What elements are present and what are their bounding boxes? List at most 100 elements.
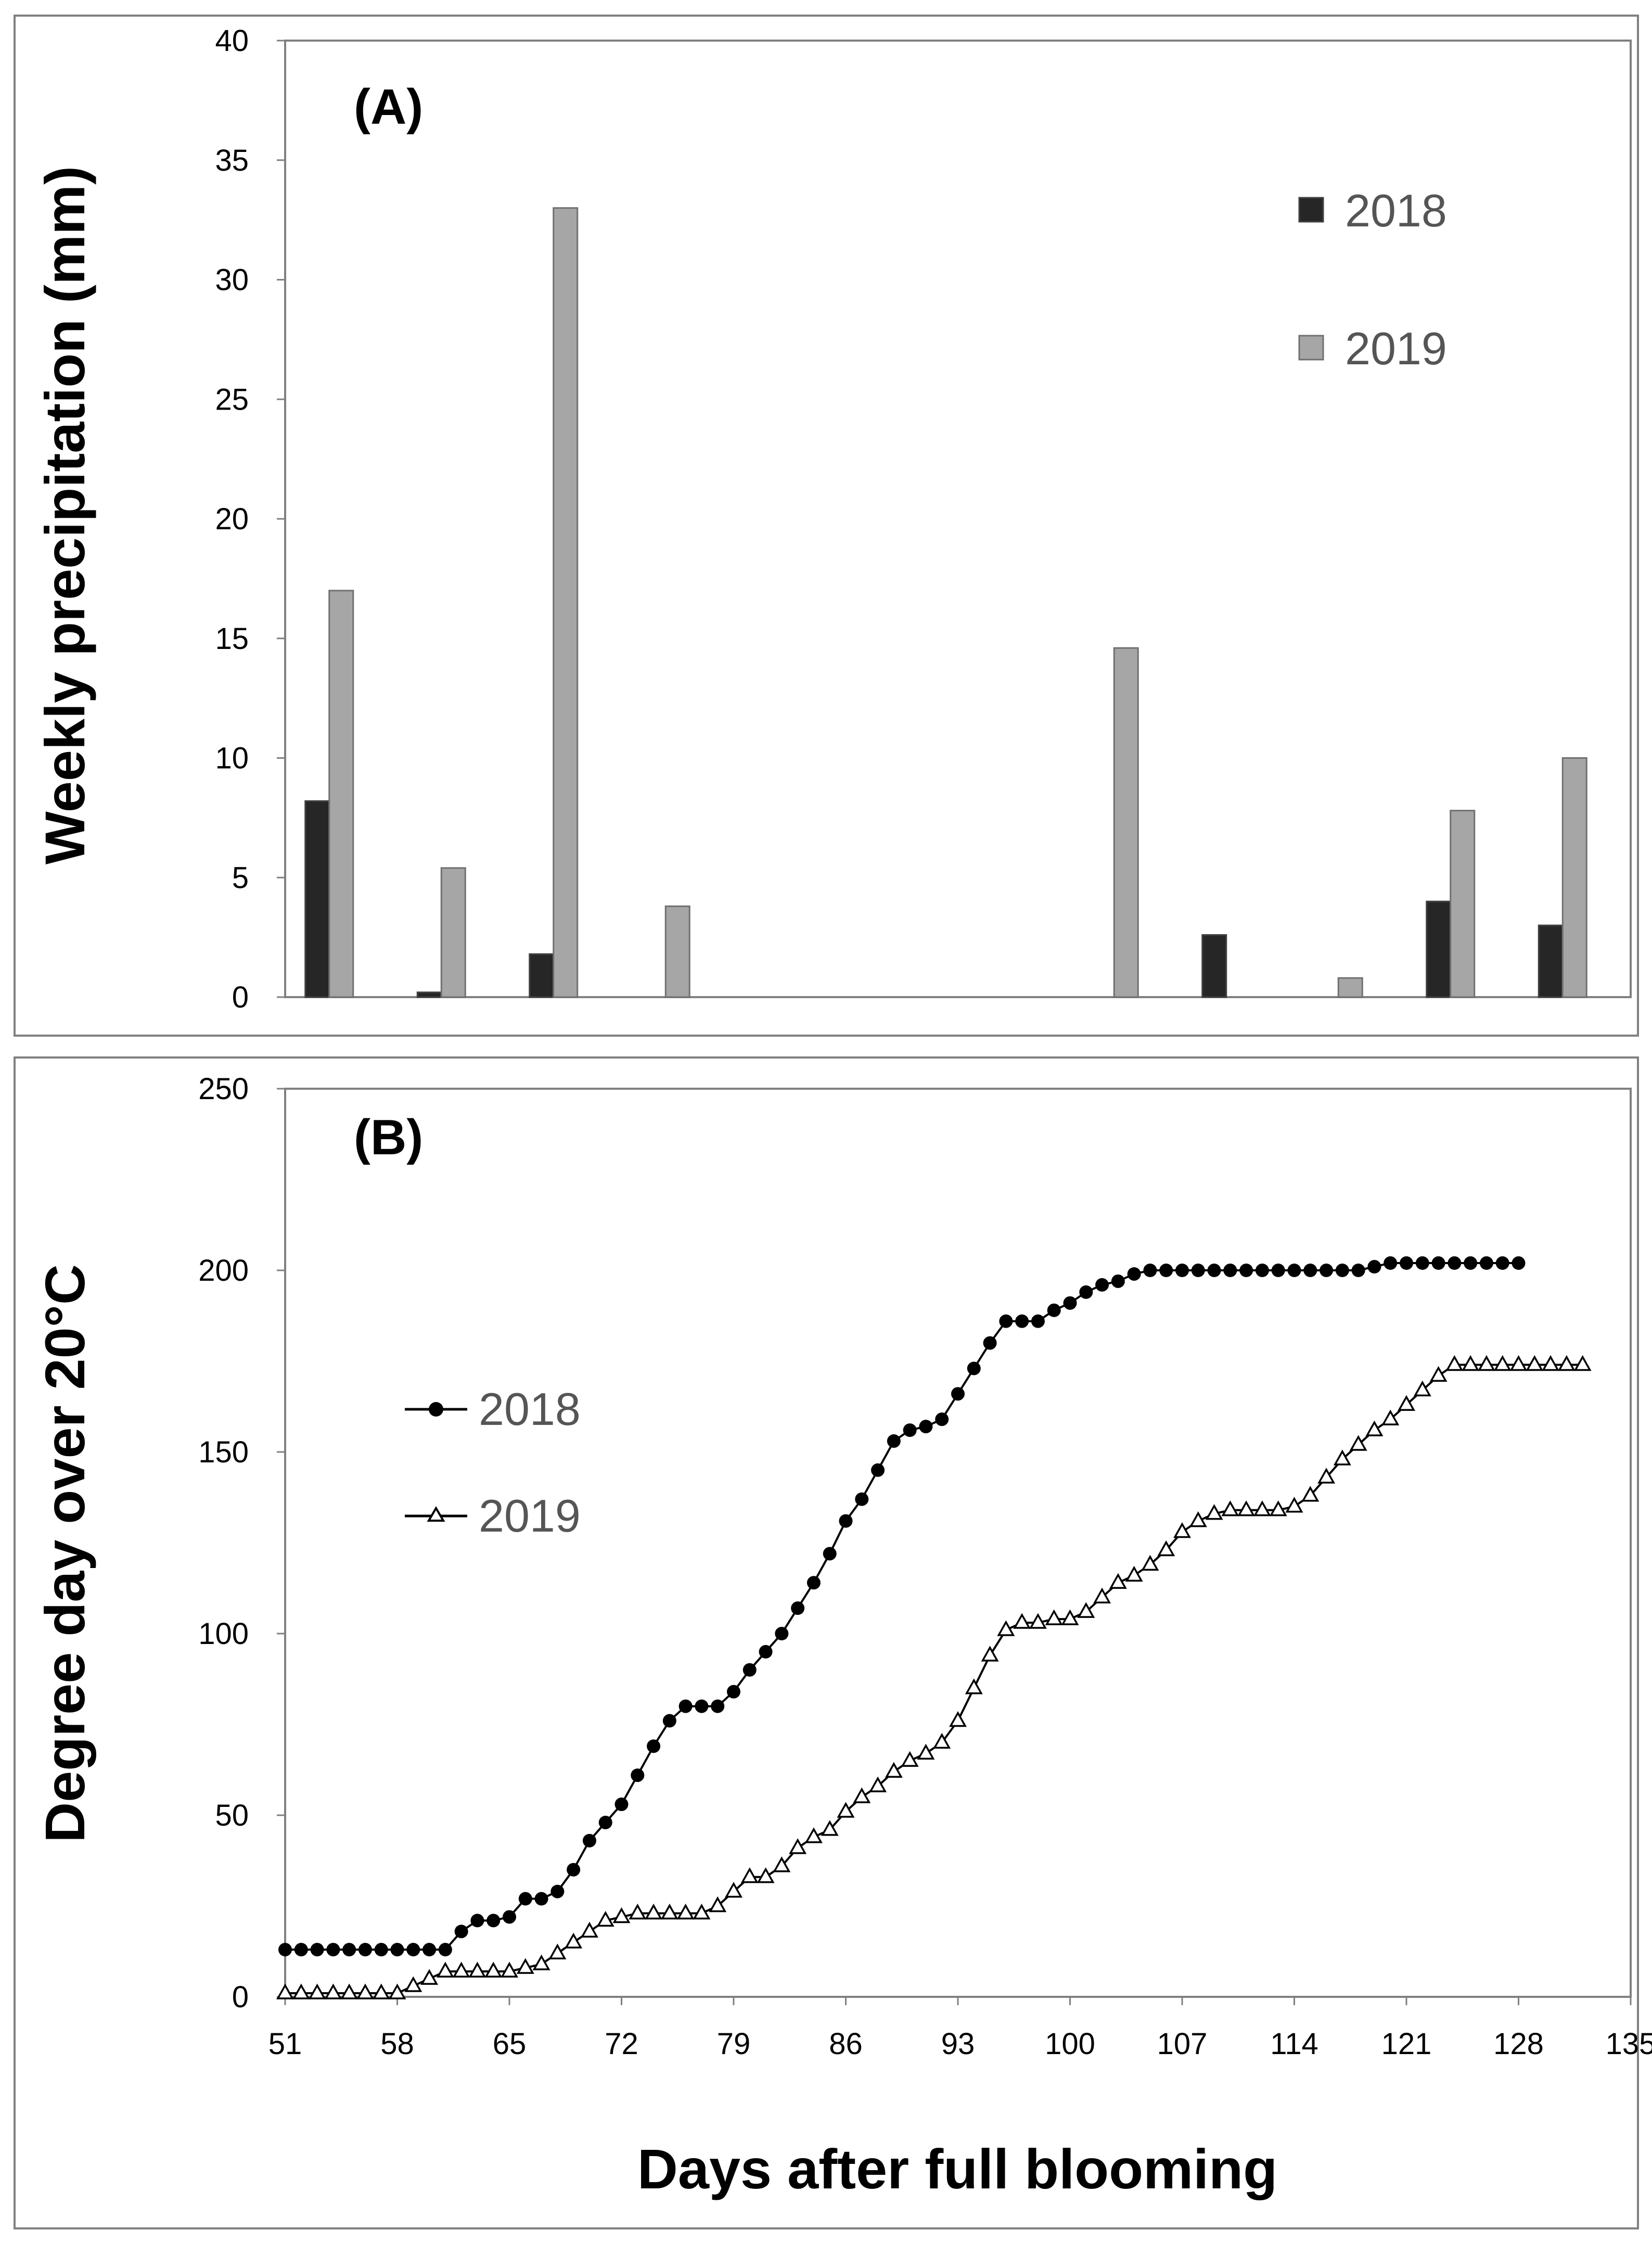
point-2018 xyxy=(1320,1264,1334,1277)
bar-2018 xyxy=(1201,934,1227,998)
point-2018 xyxy=(1207,1264,1221,1277)
panel-b-lines xyxy=(276,1256,1592,1999)
point-2018 xyxy=(791,1601,805,1615)
point-2019 xyxy=(1125,1565,1143,1582)
point-2018 xyxy=(1335,1264,1349,1277)
point-2018 xyxy=(983,1336,997,1350)
panel-b-x-tick-label: 79 xyxy=(717,2027,751,2061)
point-2019 xyxy=(789,1838,807,1854)
point-2019 xyxy=(740,1867,759,1883)
point-2018 xyxy=(775,1627,789,1640)
panel-a-border xyxy=(14,15,1639,1037)
point-2019 xyxy=(1445,1355,1464,1371)
panel-b: 0 50 100 150 200 250 51 58 65 72 79 86 93 100 107 114 1… xyxy=(14,1056,1652,2229)
panel-a-y-tick-label: 0 xyxy=(232,980,249,1014)
point-2019 xyxy=(997,1620,1015,1636)
panel-b-x-tick-label: 65 xyxy=(493,2027,527,2061)
panel-b-y-tick-label: 50 xyxy=(215,1799,249,1832)
point-2018 xyxy=(662,1714,676,1728)
panel-b-x-tick-label: 121 xyxy=(1381,2027,1432,2061)
point-2018 xyxy=(342,1943,356,1957)
point-2019 xyxy=(1189,1511,1207,1527)
point-2018 xyxy=(1384,1256,1398,1270)
point-2018 xyxy=(935,1412,949,1426)
point-2019 xyxy=(1477,1355,1495,1371)
panel-a-y-tick-label: 25 xyxy=(215,383,249,416)
point-2018 xyxy=(310,1943,324,1957)
point-2018 xyxy=(631,1768,645,1782)
panel-b-label: (B) xyxy=(354,1110,423,1165)
point-2019 xyxy=(1221,1500,1239,1516)
point-2018 xyxy=(903,1423,917,1437)
point-2019 xyxy=(1429,1366,1448,1382)
point-2018 xyxy=(326,1943,340,1957)
point-2019 xyxy=(468,1961,486,1978)
panel-b-y-tick-label: 0 xyxy=(232,1980,249,2014)
point-2019 xyxy=(292,1983,310,1999)
point-2019 xyxy=(1381,1409,1400,1425)
point-2019 xyxy=(804,1827,823,1843)
bar-2018 xyxy=(529,953,555,998)
point-2019 xyxy=(1285,1497,1303,1513)
point-2019 xyxy=(596,1910,614,1927)
bar-2019 xyxy=(328,590,354,998)
point-2018 xyxy=(1415,1256,1429,1270)
point-2019 xyxy=(436,1961,454,1978)
point-2018 xyxy=(438,1943,452,1957)
point-2018 xyxy=(647,1739,661,1753)
point-2019 xyxy=(660,1903,678,1920)
point-2019 xyxy=(1573,1355,1592,1371)
panel-a-label: (A) xyxy=(354,79,423,135)
point-2019 xyxy=(965,1678,983,1694)
point-2018 xyxy=(1143,1264,1157,1277)
point-2018 xyxy=(1223,1264,1237,1277)
point-2019 xyxy=(676,1903,695,1920)
point-2019 xyxy=(1173,1522,1191,1538)
legend-marker-2018 xyxy=(429,1402,443,1417)
point-2018 xyxy=(518,1892,532,1906)
point-2019 xyxy=(1205,1504,1223,1520)
point-2018 xyxy=(1431,1256,1445,1270)
point-2018 xyxy=(871,1463,885,1477)
point-2018 xyxy=(582,1833,596,1847)
panel-b-y-axis-title: Degree day over 20°C xyxy=(33,1264,96,1843)
point-2018 xyxy=(1255,1264,1269,1277)
point-2019 xyxy=(372,1983,390,1999)
point-2019 xyxy=(1013,1613,1031,1629)
point-2019 xyxy=(308,1983,326,1999)
panel-a-y-tick-label: 15 xyxy=(215,622,249,656)
point-2019 xyxy=(1157,1540,1175,1557)
panel-a-y-axis: 0 5 10 15 20 25 30 35 40 xyxy=(215,24,285,1014)
point-2018 xyxy=(1047,1303,1061,1317)
point-2018 xyxy=(486,1914,501,1928)
point-2019 xyxy=(580,1921,598,1938)
legend-label-b-2018: 2018 xyxy=(479,1383,581,1435)
panel-b-y-tick-label: 100 xyxy=(198,1617,249,1651)
bar-2019 xyxy=(1450,810,1476,998)
point-2019 xyxy=(949,1711,967,1727)
legend-swatch-2019 xyxy=(1298,335,1324,361)
point-2019 xyxy=(1061,1609,1079,1625)
bar-2019 xyxy=(1337,977,1363,998)
point-2019 xyxy=(612,1907,631,1923)
legend-marker-2019 xyxy=(427,1506,445,1522)
point-2019 xyxy=(1462,1355,1480,1371)
point-2018 xyxy=(374,1943,388,1957)
point-2018 xyxy=(1400,1256,1413,1270)
point-2018 xyxy=(1159,1264,1173,1277)
panel-b-x-tick-label: 107 xyxy=(1157,2027,1208,2061)
point-2018 xyxy=(614,1798,629,1812)
panel-a-legend: 2018 2019 xyxy=(1298,185,1447,374)
point-2018 xyxy=(1095,1278,1109,1292)
point-2019 xyxy=(693,1903,711,1920)
point-2018 xyxy=(1303,1264,1317,1277)
point-2019 xyxy=(516,1958,534,1974)
point-2019 xyxy=(1029,1613,1047,1629)
point-2019 xyxy=(420,1969,439,1985)
legend-label-2019: 2019 xyxy=(1345,323,1447,374)
point-2018 xyxy=(358,1943,372,1957)
legend-swatch-2018 xyxy=(1298,197,1324,223)
panel-b-x-axis-title: Days after full blooming xyxy=(637,2137,1277,2200)
point-2018 xyxy=(695,1699,709,1713)
point-2019 xyxy=(645,1903,663,1920)
